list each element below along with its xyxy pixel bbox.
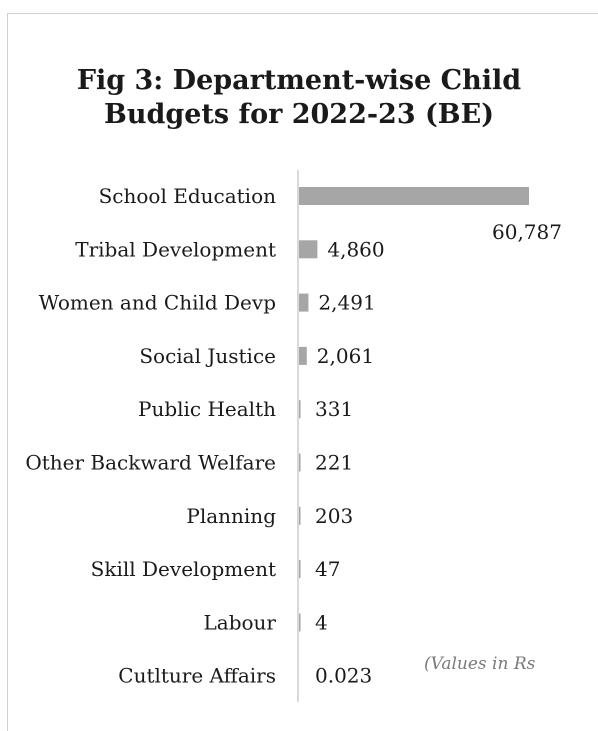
category-label: Women and Child Devp: [39, 291, 276, 315]
value-label: 203: [315, 504, 353, 528]
bar: [299, 560, 301, 579]
bar: [299, 400, 301, 419]
chart-title-line-2: Budgets for 2022-23 (BE): [104, 99, 494, 130]
chart-title-line-1: Fig 3: Department-wise Child: [76, 65, 522, 96]
bar: [299, 187, 529, 205]
category-label: Planning: [186, 504, 276, 528]
bar: [299, 613, 301, 632]
bar: [299, 506, 301, 525]
value-label: 221: [315, 451, 353, 475]
bar: [299, 346, 307, 365]
value-label: 47: [315, 557, 340, 581]
value-label: 60,787: [492, 220, 562, 244]
category-label: Social Justice: [139, 344, 276, 368]
value-label: 2,061: [317, 344, 374, 368]
category-label: Skill Development: [91, 557, 276, 581]
frame-top-border: [8, 13, 598, 14]
bar: [299, 293, 309, 312]
value-label: 4: [315, 610, 328, 634]
value-label: 331: [315, 397, 353, 421]
category-label: Other Backward Welfare: [25, 451, 276, 475]
category-label: Tribal Development: [75, 237, 276, 261]
value-label: 2,491: [318, 291, 375, 315]
category-label: Labour: [204, 610, 277, 634]
frame-left-border: [7, 13, 8, 731]
units-note: (Values in Rs: [424, 654, 536, 674]
value-label: 0.023: [315, 664, 372, 688]
bar: [299, 240, 318, 259]
category-label: Cutlture Affairs: [118, 664, 276, 688]
value-label: 4,860: [327, 237, 384, 261]
category-label: School Education: [99, 184, 277, 208]
bar: [299, 453, 301, 472]
category-label: Public Health: [138, 397, 276, 421]
